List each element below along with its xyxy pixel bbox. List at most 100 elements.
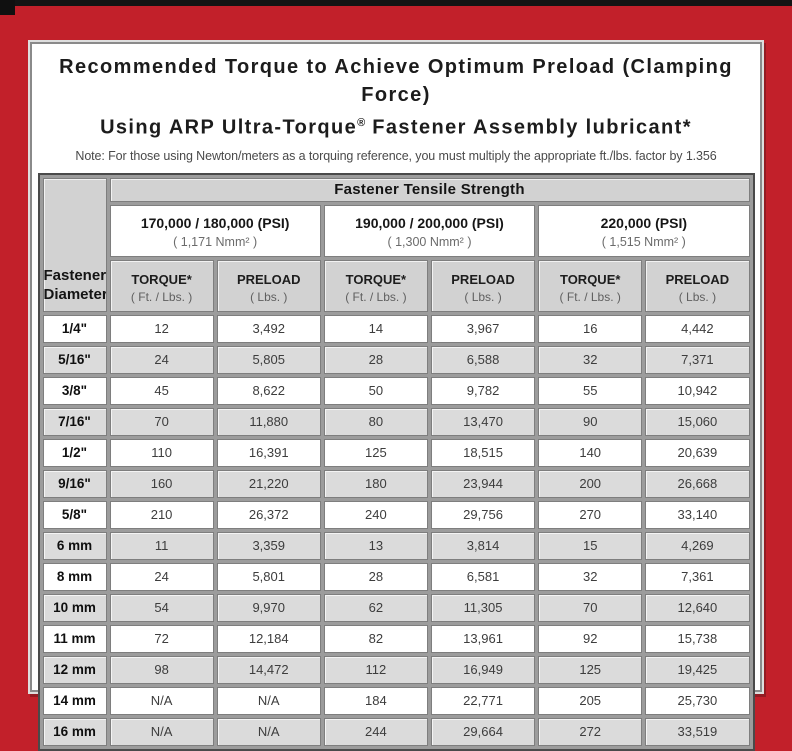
row-header-diameter: 6 mm [42,531,107,560]
row-header-diameter: 7/16" [42,407,107,436]
table-cell: 7,361 [645,562,750,591]
table-cell: 26,668 [645,469,750,498]
table-cell: 26,372 [216,500,321,529]
table-cell: 200 [538,469,643,498]
table-row: 14 mm N/A N/A 184 22,771 205 25,730 [42,686,750,715]
column-header-torque-1: TORQUE* ( Ft. / Lbs. ) [109,259,214,312]
column-header-unit: ( Lbs. ) [464,289,502,304]
table-row: 7/16" 70 11,880 80 13,470 90 15,060 [42,407,750,436]
column-header-unit: ( Ft. / Lbs. ) [130,289,193,304]
table-row: 6 mm 11 3,359 13 3,814 15 4,269 [42,531,750,560]
table-cell: 15,738 [645,624,750,653]
table-cell: 240 [323,500,428,529]
table-cell: 25,730 [645,686,750,715]
row-header-diameter: 8 mm [42,562,107,591]
table-cell: 14,472 [216,655,321,684]
table-cell: 92 [538,624,643,653]
table-cell: 90 [538,407,643,436]
table-cell: 11 [109,531,214,560]
table-row: 1/2" 110 16,391 125 18,515 140 20,639 [42,438,750,467]
title-line2-pre: Using ARP Ultra-Torque [100,116,358,139]
table-cell: 24 [109,562,214,591]
table-cell: 23,944 [430,469,536,498]
row-header-diameter: 1/4" [42,314,107,343]
table-cell: 270 [538,500,643,529]
top-black-strip [0,0,792,6]
row-header-diameter: 10 mm [42,593,107,622]
content-panel: Recommended Torque to Achieve Optimum Pr… [30,42,762,751]
table-cell: N/A [109,717,214,746]
psi-group-3-psi: 220,000 (PSI) [600,215,687,232]
table-cell: 80 [323,407,428,436]
column-header-row: TORQUE* ( Ft. / Lbs. ) PRELOAD ( Lbs. ) … [43,259,750,312]
row-header-diameter: 9/16" [42,469,107,498]
table-cell: 12,640 [645,593,750,622]
column-header-torque-3: TORQUE* ( Ft. / Lbs. ) [538,259,643,312]
table-cell: 210 [109,500,214,529]
table-cell: 6,581 [430,562,536,591]
table-cell: 244 [323,717,428,746]
fastener-diameter-header-line1: Fastener [43,266,107,284]
column-header-label: TORQUE* [345,271,407,287]
psi-group-1-nmm2: ( 1,171 Nmm² ) [173,235,258,250]
table-cell: 22,771 [430,686,536,715]
table-cell: 16,949 [430,655,536,684]
table-cell: 7,371 [645,345,750,374]
table-cell: 29,756 [430,500,536,529]
tensile-strength-header: Fastener Tensile Strength [109,177,750,202]
table-cell: 19,425 [645,655,750,684]
table-row: 5/16" 24 5,805 28 6,588 32 7,371 [42,345,750,374]
table-row: 8 mm 24 5,801 28 6,581 32 7,361 [42,562,750,591]
table-cell: 24 [109,345,214,374]
fastener-diameter-header-line2: Diameter [43,285,107,303]
table-cell: 32 [538,345,643,374]
psi-group-3-nmm2: ( 1,515 Nmm² ) [601,235,686,250]
table-cell: 3,359 [216,531,321,560]
table-cell: 110 [109,438,214,467]
table-cell: 184 [323,686,428,715]
row-header-diameter: 5/16" [42,345,107,374]
row-header-diameter: 3/8" [42,376,107,405]
table-row: 12 mm 98 14,472 112 16,949 125 19,425 [42,655,750,684]
table-cell: 4,269 [645,531,750,560]
table-row: 9/16" 160 21,220 180 23,944 200 26,668 [42,469,750,498]
table-cell: 13,961 [430,624,536,653]
table-cell: 3,492 [216,314,321,343]
table-cell: 15 [538,531,643,560]
table-cell: 45 [109,376,214,405]
table-cell: 72 [109,624,214,653]
column-header-label: PRELOAD [665,271,730,287]
table-row: 10 mm 54 9,970 62 11,305 70 12,640 [42,593,750,622]
table-cell: 3,967 [430,314,536,343]
table-cell: 3,814 [430,531,536,560]
page-title-line2: Using ARP Ultra-Torque® Fastener Assembl… [32,109,760,142]
psi-group-2-psi: 190,000 / 200,000 (PSI) [355,215,504,232]
table-row: 16 mm N/A N/A 244 29,664 272 33,519 [42,717,750,746]
table-cell: 70 [109,407,214,436]
psi-group-2-nmm2: ( 1,300 Nmm² ) [387,235,472,250]
table-cell: 12 [109,314,214,343]
table-cell: 28 [323,562,428,591]
table-cell: 9,782 [430,376,536,405]
table-row: 1/4" 12 3,492 14 3,967 16 4,442 [42,314,750,343]
table-cell: 4,442 [645,314,750,343]
table-cell: 28 [323,345,428,374]
table-cell: 82 [323,624,428,653]
column-header-torque-2: TORQUE* ( Ft. / Lbs. ) [323,259,428,312]
column-header-preload-2: PRELOAD ( Lbs. ) [430,259,536,312]
table-cell: 125 [538,655,643,684]
table-cell: 112 [323,655,428,684]
column-header-label: TORQUE* [131,271,192,287]
table-cell: 16 [538,314,643,343]
table-cell: 21,220 [216,469,321,498]
table-cell: 16,391 [216,438,321,467]
row-header-diameter: 14 mm [42,686,107,715]
table-cell: N/A [109,686,214,715]
table-cell: 11,305 [430,593,536,622]
table-cell: 29,664 [430,717,536,746]
column-header-unit: ( Ft. / Lbs. ) [559,289,621,304]
table-cell: 15,060 [645,407,750,436]
table-cell: 11,880 [216,407,321,436]
table-cell: 55 [538,376,643,405]
page-title-line1: Recommended Torque to Achieve Optimum Pr… [59,56,733,106]
